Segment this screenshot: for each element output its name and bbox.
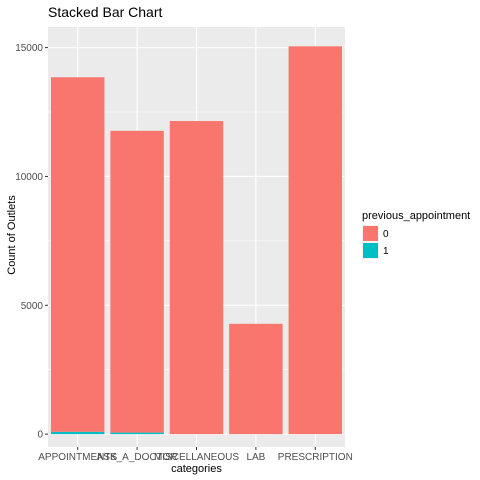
y-axis: 0 5000 10000 15000: [15, 43, 48, 441]
legend-label: 1: [383, 246, 389, 257]
legend-key: [363, 243, 378, 258]
legend: previous_appointment 0 1: [362, 210, 470, 259]
bar-segment: [110, 130, 164, 433]
x-axis-title: categories: [171, 463, 222, 475]
legend-title: previous_appointment: [362, 210, 470, 222]
x-tick-label: LAB: [246, 452, 265, 463]
bar-segment: [288, 46, 343, 435]
bar-segment: [110, 432, 164, 435]
bars: [50, 46, 343, 435]
y-axis-title: Count of Outlets: [6, 195, 18, 275]
y-tick-label: 0: [37, 430, 43, 441]
x-tick-label: PRESCRIPTION: [278, 452, 353, 463]
x-tick-label: APPOINTMENTS: [38, 452, 117, 463]
x-tick-label: MISCELLANEOUS: [154, 452, 239, 463]
legend-key: [363, 226, 378, 241]
bar-segment: [229, 323, 283, 435]
y-tick-label: 15000: [15, 43, 43, 54]
bar-segment: [169, 121, 224, 435]
x-tick-label: ASK_A_DOCTOR: [97, 452, 178, 463]
legend-label: 0: [383, 229, 389, 240]
bar-segment: [50, 431, 105, 435]
bar-segment: [50, 77, 105, 432]
y-tick-label: 10000: [15, 172, 43, 183]
y-tick-label: 5000: [21, 301, 44, 312]
chart-title: Stacked Bar Chart: [48, 4, 162, 20]
